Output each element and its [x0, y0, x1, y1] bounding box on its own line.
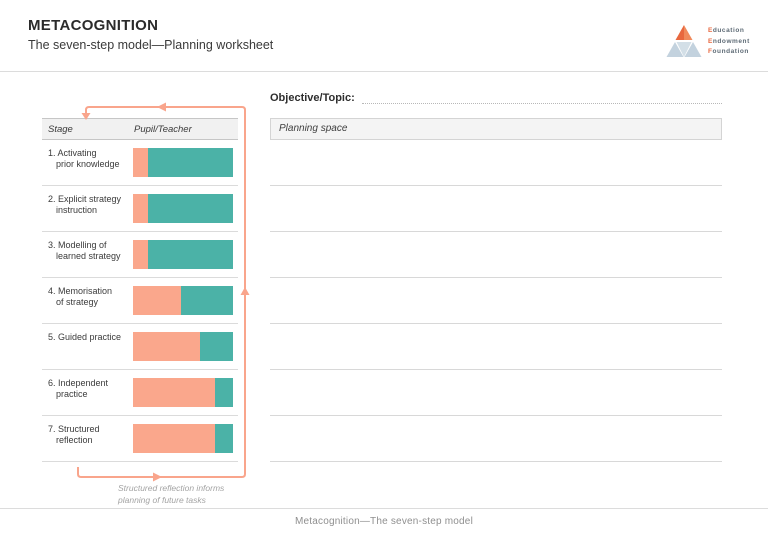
pupil-teacher-bar — [133, 194, 233, 223]
stage-label: 7. Structured reflection — [48, 424, 100, 445]
teacher-bar-segment — [148, 240, 233, 269]
pupil-bar-segment — [133, 194, 148, 223]
stage-label: 3. Modelling of learned strategy — [48, 240, 121, 261]
table-row: 4. Memorisation of strategy — [42, 278, 238, 324]
header-divider — [0, 71, 768, 72]
eef-logo-text: Education Endowment Foundation — [708, 27, 750, 55]
planning-write-line — [270, 370, 722, 416]
table-row: 2. Explicit strategy instruction — [42, 186, 238, 232]
pupil-teacher-bar — [133, 424, 233, 453]
pupil-bar-segment — [133, 240, 148, 269]
stage-label: 2. Explicit strategy instruction — [48, 194, 122, 215]
planning-write-line — [270, 324, 722, 370]
stage-label: 6. Independent practice — [48, 378, 109, 399]
table-row: 1. Activating prior knowledge — [42, 140, 238, 186]
table-row: 5. Guided practice — [42, 324, 238, 370]
cycle-caption: Structured reflection informs planning o… — [118, 483, 225, 505]
planning-write-line — [270, 232, 722, 278]
planning-panel: Objective/Topic: Planning space — [270, 90, 722, 462]
pupil-bar-segment — [133, 148, 148, 177]
teacher-bar-segment — [215, 424, 233, 453]
stage-label: 1. Activating prior knowledge — [48, 148, 120, 169]
footer-divider — [0, 508, 768, 509]
footer-text: Metacognition—The seven-step model — [294, 516, 473, 527]
teacher-bar-segment — [148, 148, 233, 177]
planning-lines — [270, 140, 722, 462]
pupil-bar-segment — [133, 286, 181, 315]
table-row: 3. Modelling of learned strategy — [42, 232, 238, 278]
teacher-bar-segment — [215, 378, 233, 407]
teacher-bar-segment — [181, 286, 233, 315]
column-header-stage: Stage — [48, 124, 73, 135]
pupil-teacher-bar — [133, 286, 233, 315]
eef-logo: Education Endowment Foundation — [666, 24, 750, 58]
pupil-bar-segment — [133, 424, 215, 453]
planning-write-line — [270, 186, 722, 232]
objective-write-line — [361, 92, 722, 104]
pupil-bar-segment — [133, 332, 200, 361]
eef-triangles-icon — [666, 25, 702, 57]
table-row: 7. Structured reflection — [42, 416, 238, 462]
planning-write-line — [270, 416, 722, 462]
arrowhead-right-icon — [153, 472, 162, 482]
teacher-bar-segment — [148, 194, 233, 223]
page-subtitle: The seven-step model—Planning worksheet — [28, 38, 274, 52]
planning-write-line — [270, 140, 722, 186]
arrowhead-left-icon — [157, 102, 166, 112]
planning-space-header: Planning space — [270, 118, 722, 140]
pupil-teacher-bar — [133, 148, 233, 177]
pupil-teacher-bar — [133, 332, 233, 361]
objective-row: Objective/Topic: — [270, 90, 722, 104]
stage-table-header: Stage Pupil/Teacher — [42, 118, 238, 140]
table-row: 6. Independent practice — [42, 370, 238, 416]
pupil-teacher-bar — [133, 240, 233, 269]
objective-label: Objective/Topic: — [270, 92, 355, 104]
page-title: METACOGNITION — [28, 17, 159, 34]
stage-table: Stage Pupil/Teacher 1. Activating prior k… — [42, 118, 238, 462]
planning-write-line — [270, 278, 722, 324]
column-header-pupil-teacher: Pupil/Teacher — [134, 124, 192, 135]
arrowhead-up-icon — [240, 287, 250, 295]
stage-label: 4. Memorisation of strategy — [48, 286, 113, 307]
stage-label: 5. Guided practice — [48, 332, 122, 342]
pupil-teacher-bar — [133, 378, 233, 407]
teacher-bar-segment — [200, 332, 233, 361]
pupil-bar-segment — [133, 378, 215, 407]
